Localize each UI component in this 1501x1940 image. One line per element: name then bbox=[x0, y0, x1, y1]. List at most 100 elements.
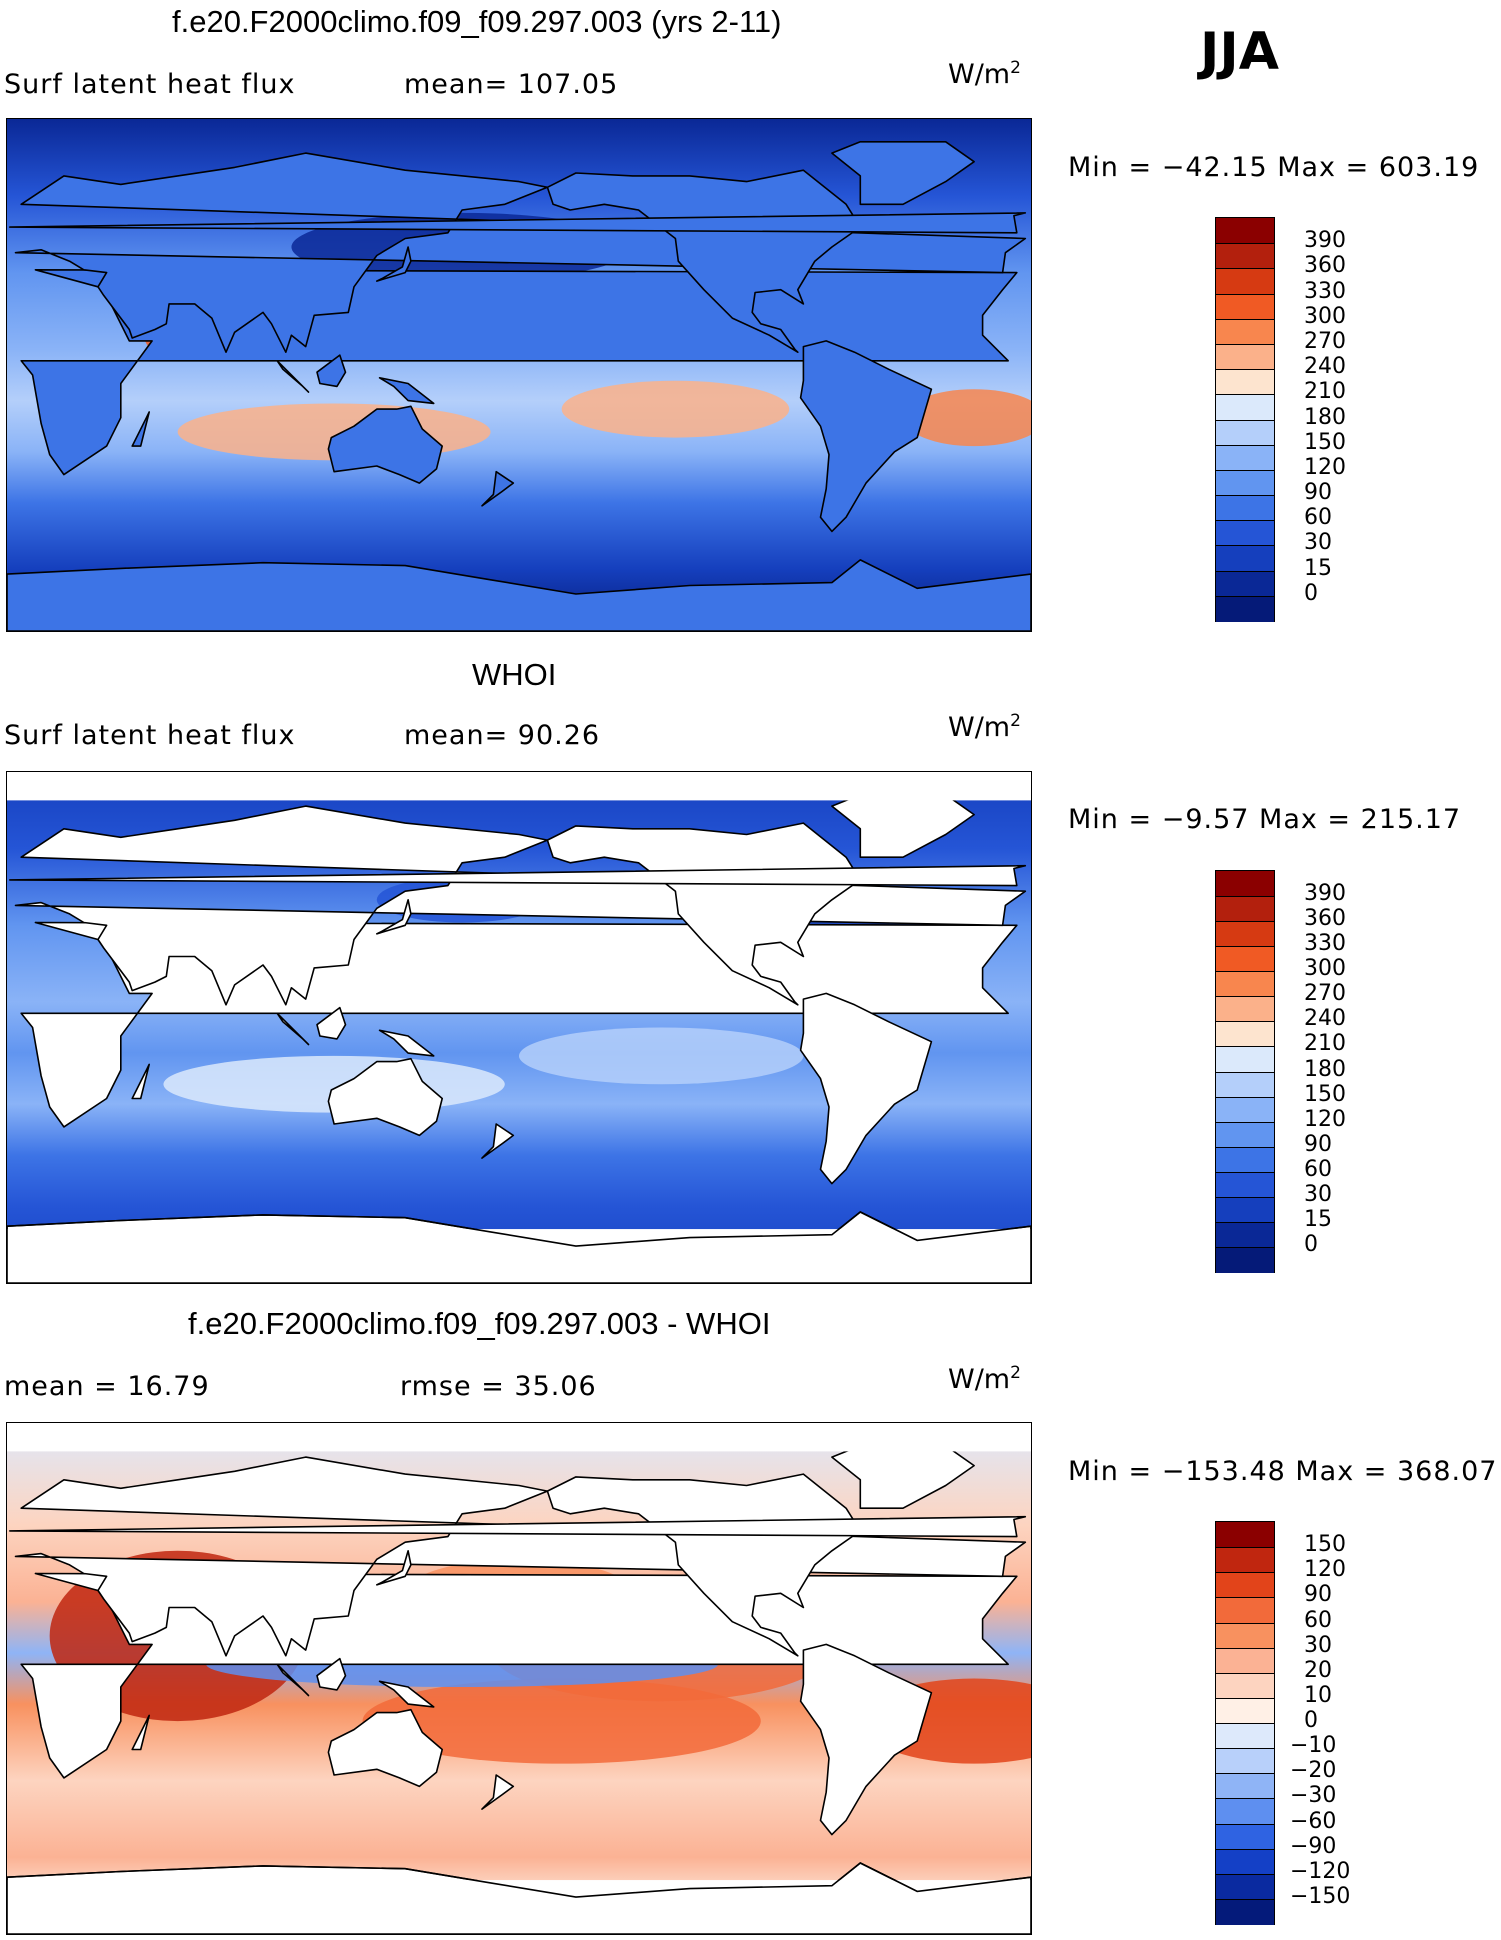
panel2-mean-key: mean= bbox=[404, 720, 509, 751]
colorbar-swatch bbox=[1216, 218, 1274, 244]
colorbar-swatch bbox=[1216, 495, 1274, 521]
colorbar-swatch bbox=[1216, 268, 1274, 295]
panel2-map bbox=[6, 771, 1032, 1284]
colorbar-swatch bbox=[1216, 896, 1274, 922]
panel3-colorbar bbox=[1215, 1521, 1275, 1925]
missing-data-south bbox=[7, 1880, 1031, 1934]
colorbar-tick-label: 60 bbox=[1304, 1607, 1332, 1633]
panel2-colorbar-labels: 390 360 330 300 270 240 210 180 150 120 90 60 30 15 0 bbox=[1290, 870, 1410, 1273]
field-anomaly bbox=[903, 389, 1031, 447]
panel2-max: Max = 215.17 bbox=[1259, 804, 1462, 835]
colorbar-tick-label: 60 bbox=[1304, 505, 1332, 531]
colorbar-swatch bbox=[1216, 318, 1274, 345]
panel3-rmse-value: 35.06 bbox=[514, 1371, 597, 1402]
colorbar-swatch bbox=[1216, 1071, 1274, 1098]
colorbar-swatch bbox=[1216, 946, 1274, 972]
colorbar-tick-label: 390 bbox=[1304, 228, 1346, 254]
coastline bbox=[327, 1708, 443, 1788]
coastline bbox=[9, 212, 1027, 234]
panel1-minmax: Min = −42.15 Max = 603.19 bbox=[1068, 152, 1479, 183]
colorbar-swatch bbox=[1216, 1196, 1274, 1223]
colorbar-swatch bbox=[1216, 520, 1274, 546]
coastline bbox=[14, 1456, 1027, 1657]
colorbar-tick-label: −90 bbox=[1290, 1833, 1337, 1859]
colorbar-tick-label: −150 bbox=[1290, 1883, 1351, 1909]
colorbar-swatch bbox=[1216, 1121, 1274, 1148]
colorbar-swatch bbox=[1216, 1221, 1274, 1248]
colorbar-swatch bbox=[1216, 1171, 1274, 1198]
missing-data-north bbox=[7, 1423, 1031, 1452]
panel1-colorbar-labels: 390 360 330 300 270 240 210 180 150 120 90 60 30 15 0 bbox=[1290, 217, 1410, 622]
panel2-title: WHOI bbox=[472, 657, 557, 692]
colorbar-swatch bbox=[1216, 1572, 1274, 1598]
colorbar-swatch bbox=[1216, 871, 1274, 897]
panel3-unit: W/m2 bbox=[948, 1363, 1021, 1395]
colorbar-swatch bbox=[1216, 1773, 1274, 1799]
coastline bbox=[481, 470, 515, 507]
coastline bbox=[376, 246, 412, 282]
coastline bbox=[9, 1515, 1027, 1538]
colorbar-tick-label: 300 bbox=[1304, 303, 1346, 329]
coastline bbox=[831, 141, 975, 206]
colorbar-swatch bbox=[1216, 1848, 1274, 1875]
colorbar-swatch bbox=[1216, 1748, 1274, 1774]
colorbar-swatch bbox=[1216, 570, 1274, 597]
coastline-antarctica bbox=[7, 1211, 1031, 1283]
colorbar-tick-label: 210 bbox=[1304, 379, 1346, 405]
missing-data-south bbox=[7, 1229, 1031, 1283]
coastline bbox=[14, 805, 1027, 1006]
coastline bbox=[376, 1550, 412, 1586]
coastline bbox=[378, 1680, 435, 1708]
colorbar-swatch bbox=[1216, 1798, 1274, 1824]
coastline-antarctica bbox=[7, 1862, 1031, 1934]
panel3-mean-label: mean = 16.79 bbox=[4, 1371, 210, 1402]
coastline bbox=[799, 340, 933, 533]
colorbar-swatch bbox=[1216, 1672, 1274, 1699]
colorbar-tick-label: 0 bbox=[1304, 1231, 1318, 1257]
map-svg bbox=[7, 119, 1031, 631]
colorbar-tick-label: 360 bbox=[1304, 906, 1346, 932]
colorbar-tick-label: 330 bbox=[1304, 931, 1346, 957]
colorbar-tick-label: 300 bbox=[1304, 956, 1346, 982]
panel2-mean-value: 90.26 bbox=[517, 720, 601, 751]
colorbar-swatch bbox=[1216, 1647, 1274, 1674]
panel1-map bbox=[6, 118, 1032, 632]
colorbar-tick-label: 30 bbox=[1304, 1632, 1332, 1658]
colorbar-swatch bbox=[1216, 1873, 1274, 1900]
panel1-mean-key: mean= bbox=[404, 69, 509, 100]
coastline bbox=[131, 1063, 150, 1100]
colorbar-swatch bbox=[1216, 1522, 1274, 1548]
colorbar-tick-label: 180 bbox=[1304, 1056, 1346, 1082]
colorbar-tick-label: −20 bbox=[1290, 1758, 1337, 1784]
coastline bbox=[276, 1012, 310, 1046]
colorbar-tick-label: −10 bbox=[1290, 1733, 1337, 1759]
map-svg bbox=[7, 772, 1031, 1283]
colorbar-tick-label: 15 bbox=[1304, 555, 1332, 581]
coastline bbox=[316, 354, 347, 388]
panel2-unit: W/m2 bbox=[948, 711, 1021, 743]
colorbar-swatch bbox=[1216, 1723, 1274, 1749]
coastline bbox=[378, 1029, 435, 1057]
colorbar-tick-label: 15 bbox=[1304, 1206, 1332, 1232]
colorbar-swatch bbox=[1216, 1246, 1274, 1273]
colorbar-swatch bbox=[1216, 394, 1274, 420]
colorbar-swatch bbox=[1216, 343, 1274, 370]
colorbar-swatch bbox=[1216, 243, 1274, 269]
colorbar-swatch bbox=[1216, 1046, 1274, 1072]
coastline bbox=[276, 1663, 310, 1697]
panel1-max: Max = 603.19 bbox=[1277, 152, 1480, 183]
colorbar-tick-label: 120 bbox=[1304, 454, 1346, 480]
colorbar-swatch bbox=[1216, 1146, 1274, 1173]
colorbar-tick-label: 90 bbox=[1304, 1582, 1332, 1608]
panel3-rmse-label: rmse = 35.06 bbox=[400, 1371, 597, 1402]
coastline bbox=[276, 360, 310, 393]
colorbar-swatch bbox=[1216, 469, 1274, 496]
panel3-map bbox=[6, 1422, 1032, 1935]
colorbar-tick-label: 90 bbox=[1304, 480, 1332, 506]
map-svg bbox=[7, 1423, 1031, 1934]
coastline bbox=[7, 559, 1031, 631]
colorbar-tick-label: 240 bbox=[1304, 1006, 1346, 1032]
colorbar-swatch bbox=[1216, 444, 1274, 471]
colorbar-swatch bbox=[1216, 1697, 1274, 1724]
panel1-min: Min = −42.15 bbox=[1068, 152, 1268, 183]
